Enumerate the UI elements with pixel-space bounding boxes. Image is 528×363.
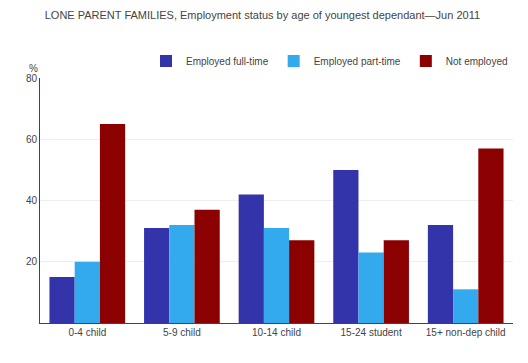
svg-text:40: 40	[26, 195, 38, 206]
svg-text:Employed part-time: Employed part-time	[314, 56, 401, 67]
svg-text:LONE PARENT FAMILIES, Employme: LONE PARENT FAMILIES, Employment status …	[45, 9, 480, 21]
svg-text:80: 80	[26, 73, 38, 84]
svg-text:Employed full-time: Employed full-time	[186, 56, 269, 67]
svg-text:Not employed: Not employed	[446, 56, 508, 67]
svg-text:5-9 child: 5-9 child	[163, 327, 201, 338]
svg-text:10-14 child: 10-14 child	[252, 327, 301, 338]
svg-text:0-4 child: 0-4 child	[68, 327, 106, 338]
svg-text:15+ non-dep child: 15+ non-dep child	[426, 327, 506, 338]
svg-text:20: 20	[26, 256, 38, 267]
svg-text:60: 60	[26, 134, 38, 145]
svg-text:%: %	[29, 63, 38, 74]
svg-text:15-24 student: 15-24 student	[341, 327, 402, 338]
